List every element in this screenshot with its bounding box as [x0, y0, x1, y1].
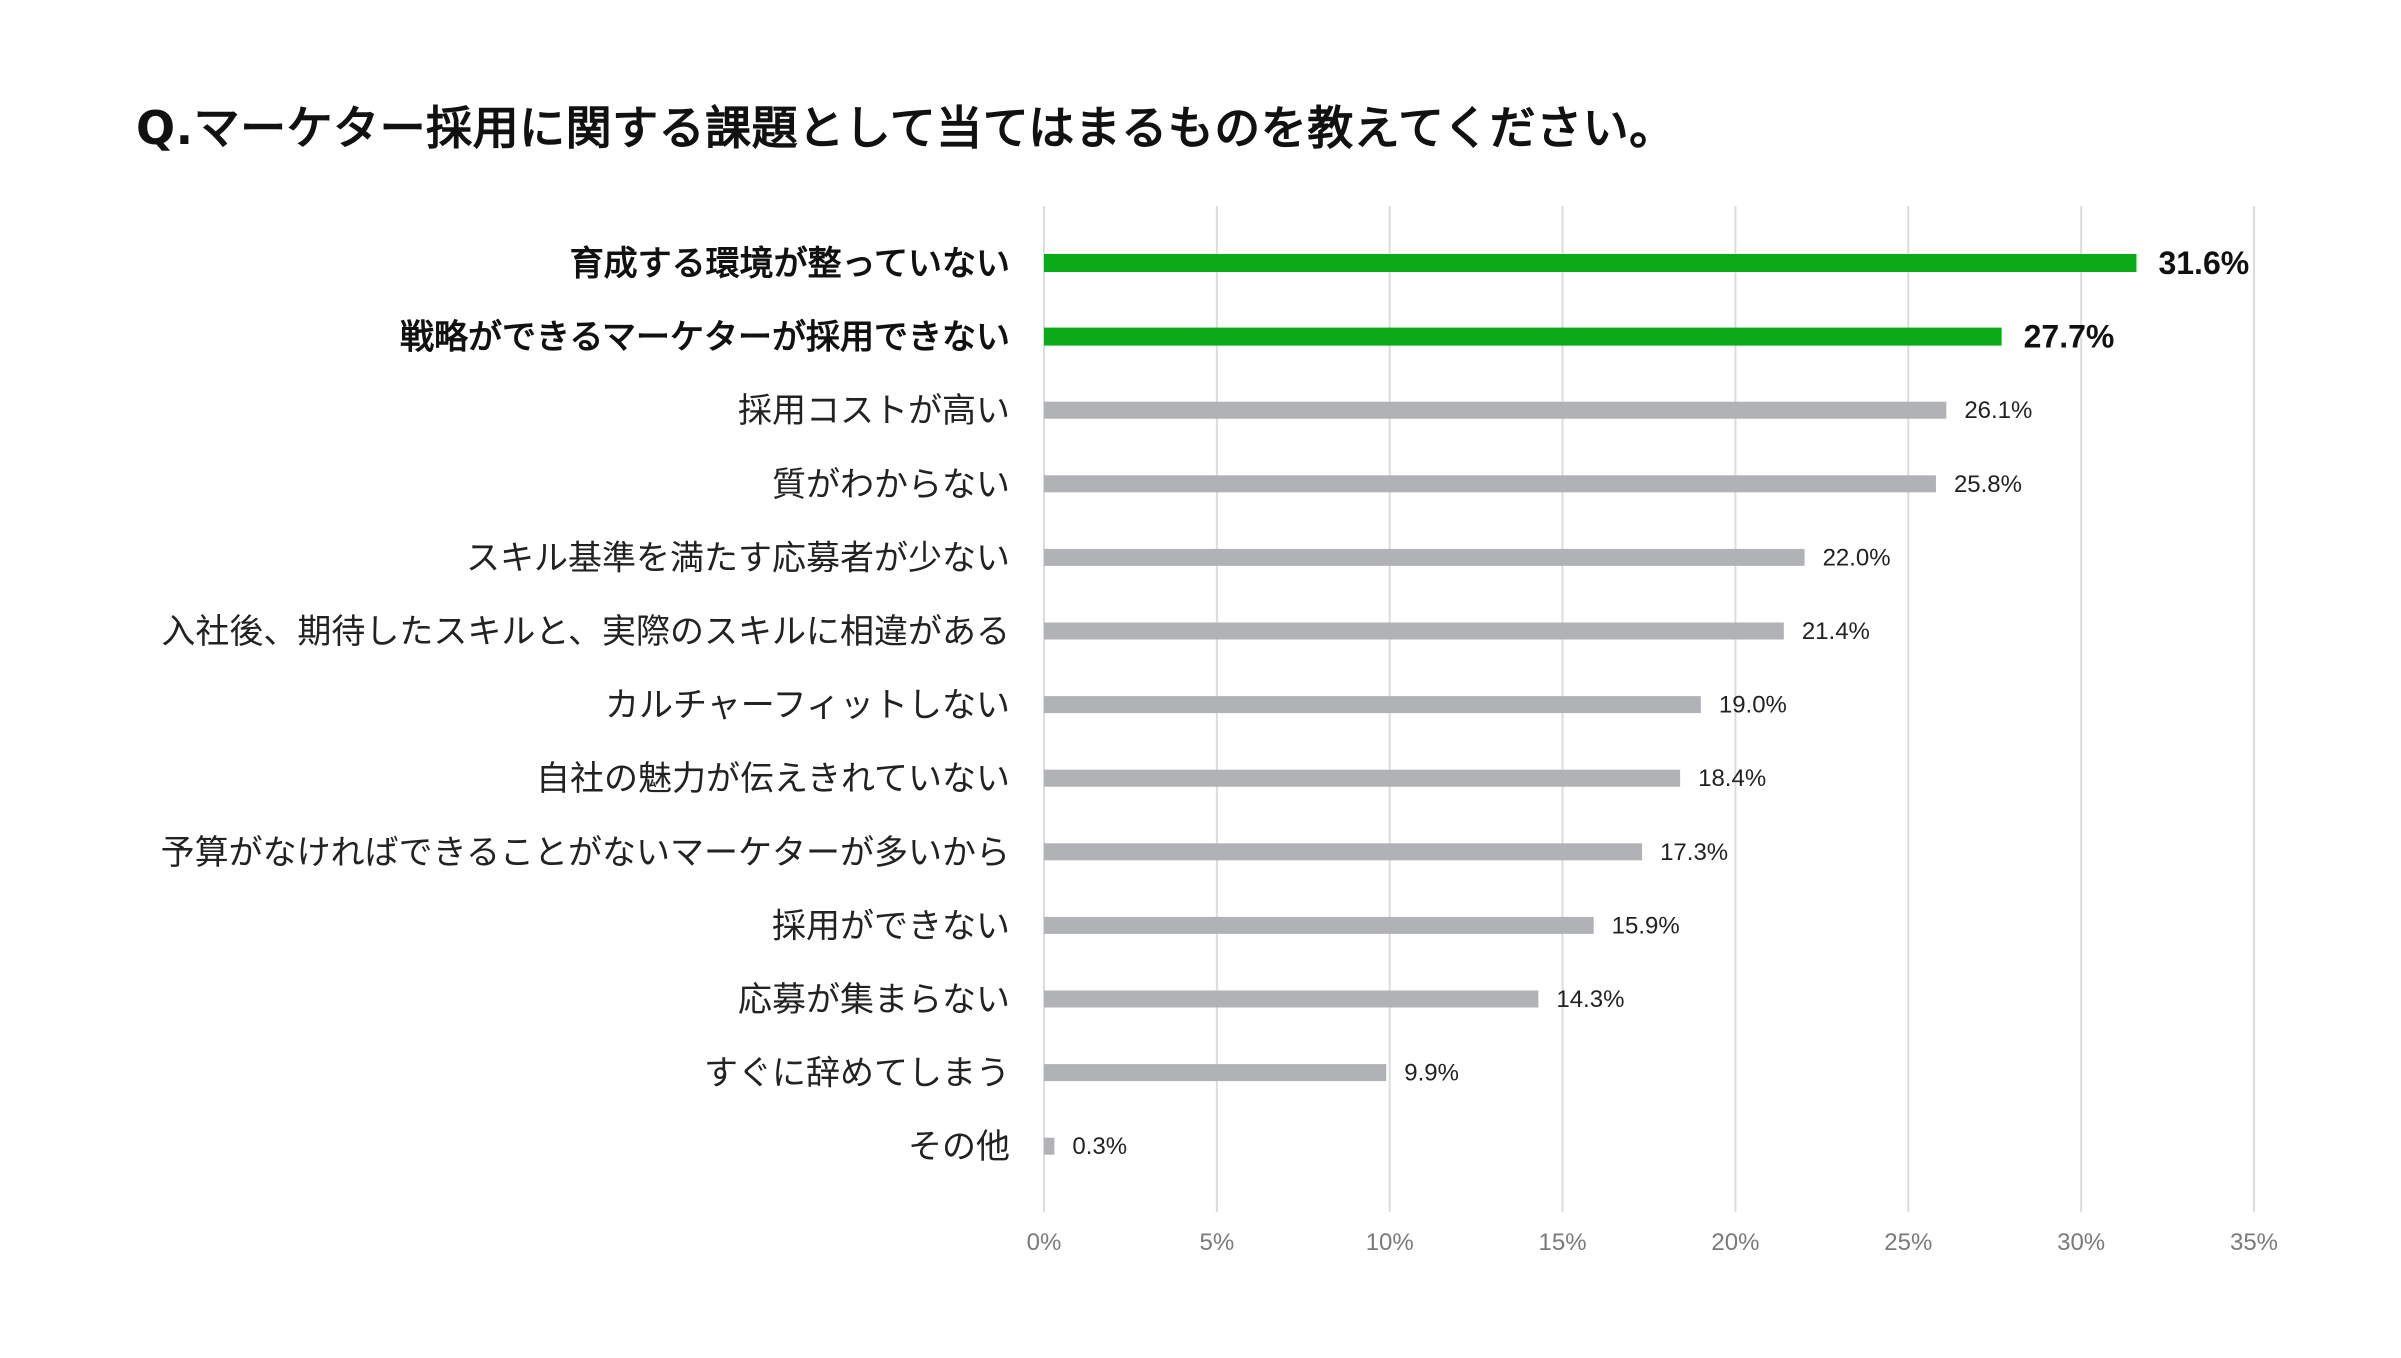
category-label: すぐに辞めてしまう	[704, 1054, 1010, 1094]
value-label: 21.4%	[1802, 618, 1870, 645]
chart-title: Q.マーケター採用に関する課題として当てはまるものを教えてください。	[136, 101, 1676, 155]
x-tick-label: 15%	[1539, 1229, 1587, 1256]
category-label: 応募が集まらない	[738, 980, 1010, 1020]
category-label: その他	[908, 1127, 1010, 1167]
bar	[1044, 327, 2002, 346]
value-label: 31.6%	[2158, 245, 2249, 281]
x-tick-label: 10%	[1366, 1229, 1414, 1256]
bar	[1044, 843, 1643, 861]
value-label: 15.9%	[1612, 912, 1680, 939]
x-tick-label: 20%	[1711, 1229, 1759, 1256]
bar	[1044, 548, 1805, 566]
bar	[1044, 916, 1594, 934]
category-label: カルチャーフィットしない	[605, 686, 1010, 726]
value-label: 19.0%	[1719, 692, 1787, 719]
category-label: 入社後、期待したスキルと、実際のスキルに相違がある	[161, 612, 1010, 652]
value-label: 27.7%	[2024, 319, 2115, 355]
x-tick-label: 25%	[1884, 1229, 1932, 1256]
bar	[1044, 401, 1947, 419]
category-label: 採用ができない	[772, 906, 1010, 946]
x-tick-label: 30%	[2057, 1229, 2105, 1256]
category-label: 自社の魅力が伝えきれていない	[536, 759, 1010, 799]
value-label: 17.3%	[1660, 839, 1728, 866]
value-label: 14.3%	[1556, 986, 1624, 1013]
bar	[1044, 254, 2137, 272]
value-label: 26.1%	[1964, 397, 2032, 424]
x-tick-label: 0%	[1027, 1229, 1062, 1256]
bar	[1044, 769, 1681, 787]
category-label: スキル基準を満たす応募者が少ない	[466, 538, 1010, 578]
bar-layer	[1044, 254, 2137, 1155]
bar	[1044, 622, 1784, 640]
bar	[1044, 696, 1701, 714]
bar	[1044, 1137, 1055, 1155]
bar	[1044, 1064, 1387, 1082]
category-label: 戦略ができるマーケターが採用できない	[400, 318, 1010, 358]
value-label: 9.9%	[1404, 1060, 1459, 1087]
category-label: 予算がなければできることがないマーケターが多いから	[161, 833, 1010, 873]
label-layer: 育成する環境が整っていない 31.6% 戦略ができるマーケターが採用できない 27.7…	[161, 244, 2250, 1167]
bar	[1044, 990, 1539, 1008]
x-axis-ticks: 0% 5% 10% 15% 20% 25% 30% 35%	[1027, 1229, 2278, 1256]
value-label: 0.3%	[1072, 1133, 1127, 1160]
x-tick-label: 35%	[2230, 1229, 2278, 1256]
category-label: 質がわからない	[772, 465, 1010, 505]
value-label: 18.4%	[1698, 765, 1766, 792]
x-tick-label: 5%	[1200, 1229, 1235, 1256]
value-label: 22.0%	[1823, 544, 1891, 571]
value-label: 25.8%	[1954, 471, 2022, 498]
category-label: 採用コストが高い	[738, 391, 1010, 431]
bar	[1044, 475, 1936, 493]
category-label: 育成する環境が整っていない	[570, 244, 1010, 284]
